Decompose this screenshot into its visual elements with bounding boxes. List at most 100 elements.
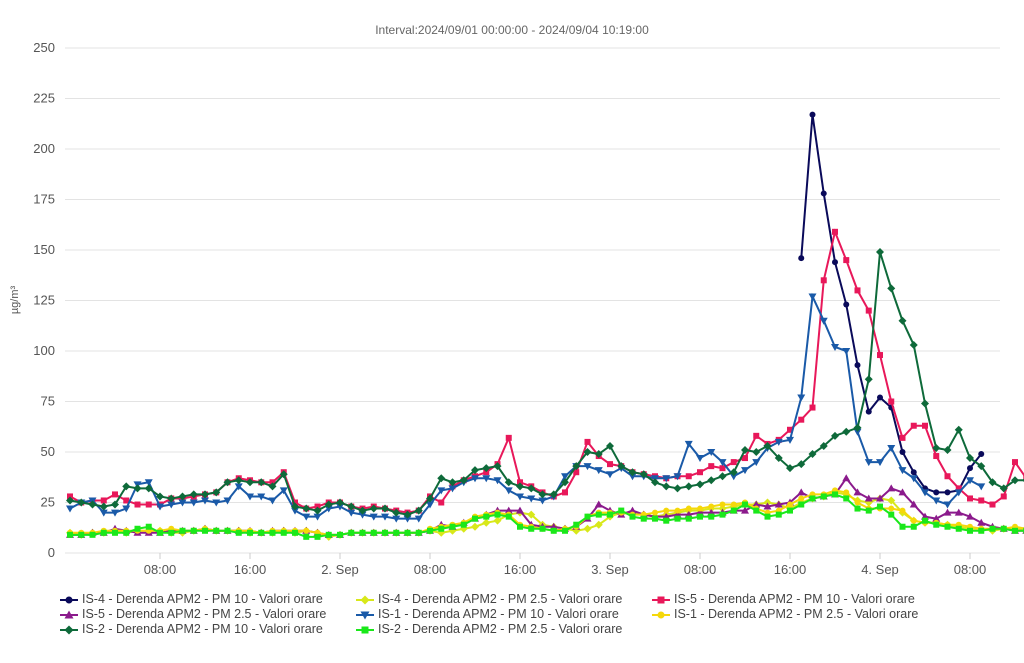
data-point	[685, 515, 692, 522]
data-point	[606, 441, 614, 450]
y-tick-label: 200	[33, 141, 55, 156]
data-point	[505, 513, 512, 520]
data-point	[483, 513, 490, 520]
data-point	[967, 495, 973, 502]
data-point	[954, 508, 963, 516]
data-point	[775, 511, 782, 518]
data-point	[122, 505, 131, 513]
data-point	[504, 506, 513, 514]
data-point	[864, 459, 873, 467]
data-point	[696, 480, 704, 489]
legend-item[interactable]: IS-1 - Derenda APM2 - PM 2.5 - Valori or…	[652, 607, 948, 622]
data-point	[257, 493, 266, 501]
data-point	[449, 523, 456, 530]
data-point	[763, 502, 772, 510]
data-point	[989, 525, 996, 532]
data-point	[1000, 493, 1007, 500]
data-point	[933, 489, 940, 496]
series-2	[67, 228, 1024, 516]
data-point	[865, 507, 872, 514]
data-point	[67, 531, 73, 538]
legend-item[interactable]: IS-5 - Derenda APM2 - PM 10 - Valori ora…	[652, 592, 948, 607]
legend-marker-icon	[60, 596, 78, 603]
data-point	[832, 228, 838, 235]
data-point	[99, 509, 108, 517]
x-tick-label: 3. Sep	[591, 562, 629, 577]
data-point	[483, 469, 490, 476]
legend-marker-icon	[60, 625, 78, 634]
data-point	[887, 284, 896, 293]
data-point	[427, 527, 433, 534]
data-point	[133, 484, 142, 493]
data-point	[684, 482, 693, 491]
data-point	[257, 478, 266, 487]
data-point	[583, 448, 592, 456]
data-point	[358, 506, 367, 515]
data-point	[482, 475, 491, 483]
legend-row: IS-5 - Derenda APM2 - PM 2.5 - Valori or…	[60, 607, 1020, 622]
data-point	[404, 529, 411, 536]
data-point	[943, 501, 952, 509]
data-point	[910, 422, 917, 429]
data-point	[944, 523, 951, 530]
data-point	[955, 525, 962, 532]
data-point	[99, 502, 108, 511]
data-point	[538, 490, 547, 499]
data-point	[899, 434, 906, 441]
x-tick-label: 16:00	[774, 562, 807, 577]
data-point	[381, 504, 389, 513]
data-point	[865, 408, 872, 415]
legend-item[interactable]: IS-4 - Derenda APM2 - PM 10 - Valori ora…	[60, 592, 356, 607]
data-point	[234, 476, 243, 485]
legend-item[interactable]: IS-1 - Derenda APM2 - PM 10 - Valori ora…	[356, 607, 652, 622]
data-point	[303, 533, 310, 540]
data-point	[697, 513, 703, 520]
y-tick-label: 75	[41, 394, 55, 409]
data-point	[562, 527, 568, 534]
data-point	[337, 531, 343, 538]
x-tick-label: 08:00	[954, 562, 987, 577]
data-point	[584, 513, 591, 520]
data-point	[798, 501, 805, 508]
data-point	[471, 466, 479, 475]
data-point	[853, 488, 862, 496]
data-point	[966, 512, 974, 520]
data-point	[415, 529, 422, 536]
data-point	[696, 455, 704, 463]
data-point	[888, 511, 895, 518]
legend-item[interactable]: IS-2 - Derenda APM2 - PM 2.5 - Valori or…	[356, 622, 652, 637]
data-point	[854, 362, 861, 369]
data-point	[527, 495, 536, 503]
data-point	[482, 518, 491, 527]
data-point	[932, 497, 941, 505]
series-0	[798, 111, 985, 496]
legend-label: IS-4 - Derenda APM2 - PM 2.5 - Valori or…	[378, 592, 623, 606]
data-point	[898, 467, 907, 475]
data-point	[595, 511, 602, 518]
legend-item[interactable]: IS-4 - Derenda APM2 - PM 2.5 - Valori or…	[356, 592, 652, 607]
data-point	[831, 343, 839, 351]
data-point	[651, 478, 659, 487]
legend-item[interactable]: IS-5 - Derenda APM2 - PM 2.5 - Valori or…	[60, 607, 356, 622]
data-point	[820, 190, 827, 197]
legend-marker-icon	[652, 596, 670, 603]
data-point	[888, 398, 895, 405]
data-point	[280, 529, 287, 536]
x-tick-label: 16:00	[234, 562, 267, 577]
data-point	[652, 515, 658, 522]
legend-item[interactable]: IS-2 - Derenda APM2 - PM 10 - Valori ora…	[60, 622, 356, 637]
data-point	[550, 527, 557, 534]
data-point	[573, 521, 580, 528]
data-point	[729, 473, 738, 481]
data-point	[977, 518, 986, 526]
data-point	[382, 529, 388, 536]
data-point	[921, 489, 929, 497]
data-point	[606, 471, 614, 479]
data-point	[269, 529, 276, 536]
data-point	[392, 515, 401, 523]
data-point	[134, 525, 141, 532]
data-point	[156, 503, 164, 511]
data-point	[843, 489, 850, 496]
data-point	[977, 462, 986, 471]
data-point	[966, 477, 974, 485]
